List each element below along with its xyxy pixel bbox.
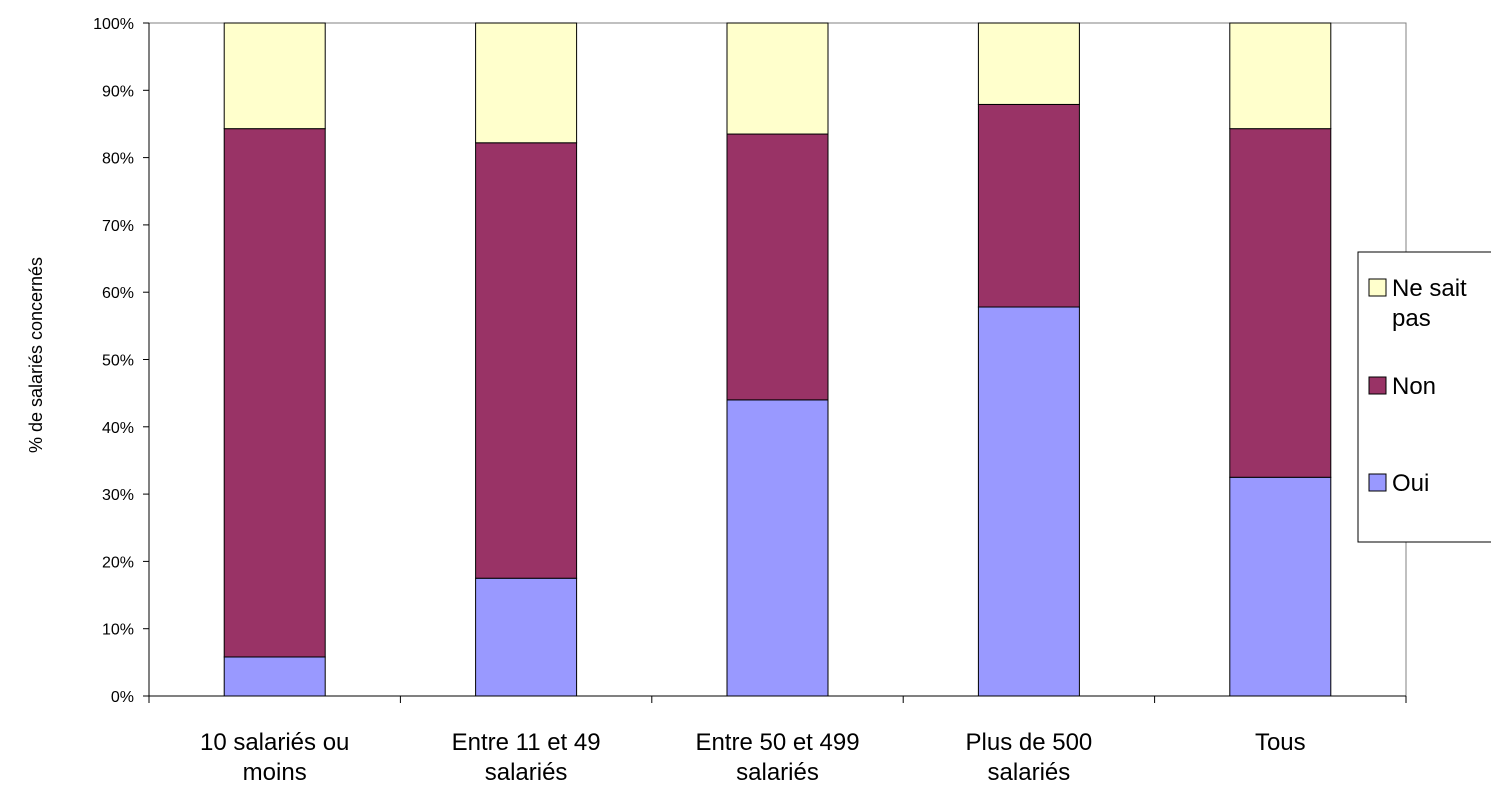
x-category-label: Entre 11 et 49 salariés — [452, 729, 601, 785]
bar-segment-non — [223, 128, 326, 658]
y-tick-label: 70% — [102, 218, 134, 235]
legend-label: Non — [1392, 373, 1436, 400]
y-tick-label: 40% — [102, 420, 134, 437]
x-category-label: Tous — [1255, 729, 1306, 756]
x-category-label: 10 salariés ou moins — [200, 729, 349, 785]
bar-segment-non — [726, 133, 829, 401]
bar-segment-ne-sait-pas — [726, 22, 829, 135]
y-tick-label: 20% — [102, 554, 134, 571]
y-tick-label: 30% — [102, 487, 134, 504]
y-axis-title: % de salariés concernés — [26, 257, 46, 453]
legend-label: Oui — [1392, 470, 1429, 497]
y-tick-label: 90% — [102, 83, 134, 100]
bar-segment-ne-sait-pas — [977, 22, 1080, 105]
y-tick-label: 100% — [93, 16, 134, 33]
legend-label: Ne sait pas — [1392, 275, 1467, 332]
bar-segment-oui — [977, 306, 1080, 697]
bar-segment-ne-sait-pas — [1229, 22, 1332, 130]
bar-segment-oui — [726, 399, 829, 697]
bar-segment-ne-sait-pas — [475, 22, 578, 144]
bar-segment-oui — [475, 577, 578, 697]
bar-segment-non — [1229, 128, 1332, 478]
bar-segment-oui — [1229, 476, 1332, 697]
y-tick-label: 60% — [102, 285, 134, 302]
bar-segment-non — [475, 142, 578, 579]
bar-segment-oui — [223, 656, 326, 697]
legend-swatch — [1368, 278, 1387, 297]
y-tick-label: 0% — [111, 689, 134, 706]
y-tick-label: 10% — [102, 622, 134, 639]
x-category-label: Entre 50 et 499 salariés — [695, 729, 859, 785]
legend-box — [1357, 251, 1491, 543]
x-category-label: Plus de 500 salariés — [966, 729, 1093, 785]
y-tick-label: 80% — [102, 151, 134, 168]
legend-swatch — [1368, 473, 1387, 492]
bar-segment-non — [977, 103, 1080, 308]
y-tick-label: 50% — [102, 353, 134, 370]
legend-swatch — [1368, 376, 1387, 395]
bar-segment-ne-sait-pas — [223, 22, 326, 130]
